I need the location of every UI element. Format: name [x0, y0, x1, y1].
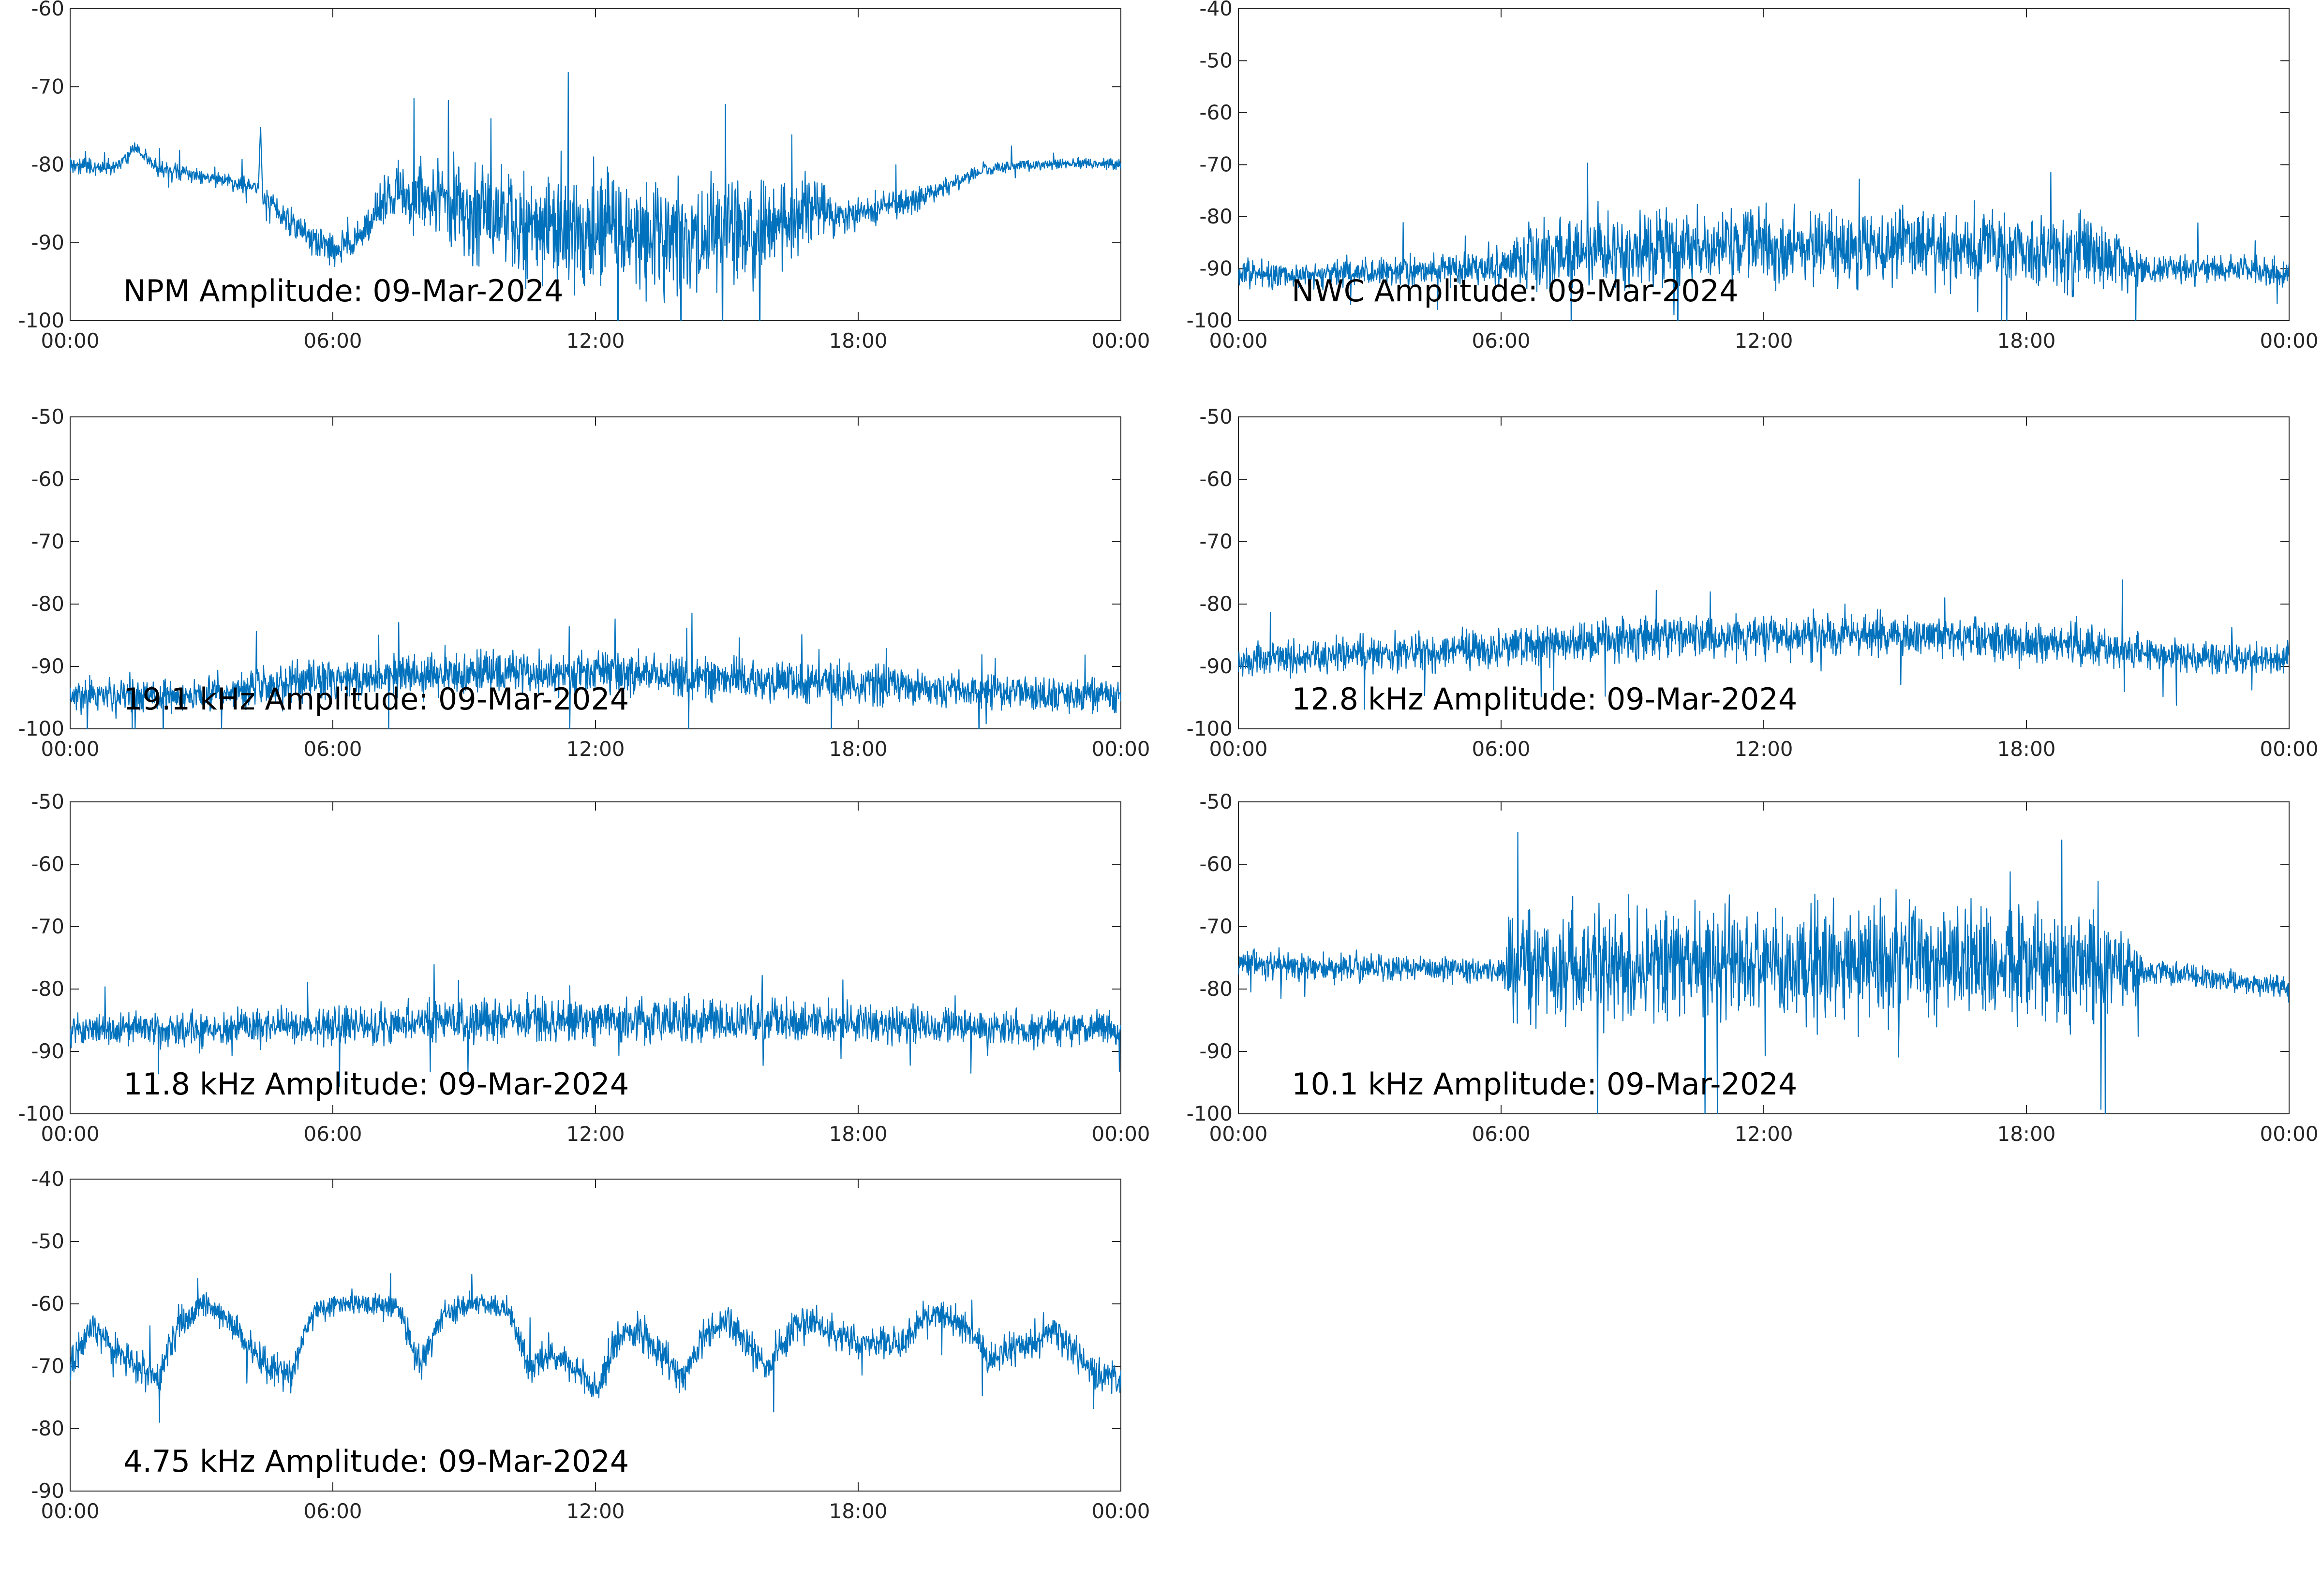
y-tick-label: -50	[1199, 49, 1233, 73]
x-tick-label: 00:00	[2260, 1122, 2318, 1146]
y-tick-label: -50	[31, 1229, 64, 1253]
y-tick-label: -100	[18, 1102, 64, 1125]
y-tick-label: -80	[31, 592, 64, 616]
y-tick-label: -40	[31, 1167, 64, 1191]
x-tick-label: 00:00	[1091, 329, 1150, 353]
x-tick-label: 18:00	[829, 1122, 887, 1146]
series-line	[1238, 831, 2289, 1114]
y-tick-label: -60	[31, 467, 64, 491]
x-tick-label: 00:00	[1091, 737, 1150, 761]
x-tick-label: 06:00	[1472, 1122, 1530, 1146]
y-tick-label: -60	[31, 0, 64, 20]
panel-title: 10.1 kHz Amplitude: 09-Mar-2024	[1292, 1066, 1797, 1102]
series-line	[70, 612, 1121, 729]
y-tick-label: -70	[1199, 153, 1233, 177]
y-tick-label: -80	[1199, 592, 1233, 616]
y-tick-label: -100	[1187, 1102, 1233, 1125]
y-tick-label: -50	[1199, 405, 1233, 429]
y-tick-label: -90	[31, 1039, 64, 1063]
y-tick-label: -80	[31, 153, 64, 177]
x-tick-label: 12:00	[1734, 329, 1793, 353]
x-tick-label: 00:00	[1091, 1122, 1150, 1146]
y-tick-label: -80	[31, 1417, 64, 1440]
y-tick-label: -50	[1199, 790, 1233, 813]
y-tick-label: -50	[31, 790, 64, 813]
x-tick-label: 12:00	[566, 737, 625, 761]
y-tick-label: -90	[1199, 257, 1233, 281]
x-tick-label: 00:00	[41, 1499, 99, 1523]
y-tick-label: -70	[31, 530, 64, 553]
series-line	[70, 964, 1121, 1087]
panel-title: 12.8 kHz Amplitude: 09-Mar-2024	[1292, 681, 1797, 717]
x-tick-label: 12:00	[566, 1122, 625, 1146]
x-tick-label: 00:00	[41, 1122, 99, 1146]
y-tick-label: -70	[31, 1354, 64, 1378]
y-tick-label: -50	[31, 405, 64, 429]
x-tick-label: 00:00	[41, 329, 99, 353]
y-tick-label: -100	[1187, 717, 1233, 740]
y-tick-label: -70	[1199, 915, 1233, 938]
x-tick-label: 06:00	[303, 1499, 362, 1523]
x-tick-label: 12:00	[566, 1499, 625, 1523]
x-tick-label: 18:00	[829, 737, 887, 761]
y-tick-label: -80	[1199, 977, 1233, 1001]
x-tick-label: 12:00	[1734, 737, 1793, 761]
x-tick-label: 12:00	[566, 329, 625, 353]
x-tick-label: 06:00	[303, 1122, 362, 1146]
x-tick-label: 00:00	[2260, 737, 2318, 761]
y-tick-label: -100	[18, 717, 64, 740]
x-tick-label: 00:00	[1209, 329, 1267, 353]
panel-title: 11.8 kHz Amplitude: 09-Mar-2024	[123, 1066, 629, 1102]
y-tick-label: -60	[31, 852, 64, 876]
x-tick-label: 00:00	[41, 737, 99, 761]
y-tick-label: -70	[31, 915, 64, 938]
y-tick-label: -60	[1199, 852, 1233, 876]
y-tick-label: -60	[31, 1292, 64, 1315]
y-tick-label: -100	[18, 309, 64, 332]
y-tick-label: -80	[31, 977, 64, 1001]
x-tick-label: 12:00	[1734, 1122, 1793, 1146]
y-tick-label: -70	[1199, 530, 1233, 553]
y-tick-label: -90	[1199, 654, 1233, 678]
y-tick-label: -90	[31, 1479, 64, 1503]
x-tick-label: 18:00	[1997, 329, 2055, 353]
x-tick-label: 06:00	[303, 329, 362, 353]
y-tick-label: -90	[31, 654, 64, 678]
series-line	[1238, 579, 2289, 710]
x-tick-label: 18:00	[1997, 1122, 2055, 1146]
x-tick-label: 06:00	[303, 737, 362, 761]
x-tick-label: 18:00	[829, 1499, 887, 1523]
y-tick-label: -90	[31, 231, 64, 254]
x-tick-label: 00:00	[1091, 1499, 1150, 1523]
x-tick-label: 00:00	[1209, 1122, 1267, 1146]
y-tick-label: -40	[1199, 0, 1233, 20]
panel-title: NWC Amplitude: 09-Mar-2024	[1292, 273, 1738, 309]
panel-title: NPM Amplitude: 09-Mar-2024	[123, 273, 564, 309]
x-tick-label: 00:00	[2260, 329, 2318, 353]
y-tick-label: -60	[1199, 467, 1233, 491]
x-tick-label: 06:00	[1472, 329, 1530, 353]
y-tick-label: -70	[31, 74, 64, 98]
series-line	[1238, 163, 2289, 321]
panel-title: 4.75 kHz Amplitude: 09-Mar-2024	[123, 1444, 629, 1479]
y-tick-label: -60	[1199, 101, 1233, 124]
x-tick-label: 00:00	[1209, 737, 1267, 761]
y-tick-label: -80	[1199, 205, 1233, 228]
series-line	[70, 72, 1121, 321]
panel-title: 19.1 kHz Amplitude: 09-Mar-2024	[123, 681, 629, 717]
x-tick-label: 18:00	[829, 329, 887, 353]
x-tick-label: 06:00	[1472, 737, 1530, 761]
y-tick-label: -100	[1187, 309, 1233, 332]
y-tick-label: -90	[1199, 1039, 1233, 1063]
x-tick-label: 18:00	[1997, 737, 2055, 761]
series-line	[70, 1273, 1121, 1423]
